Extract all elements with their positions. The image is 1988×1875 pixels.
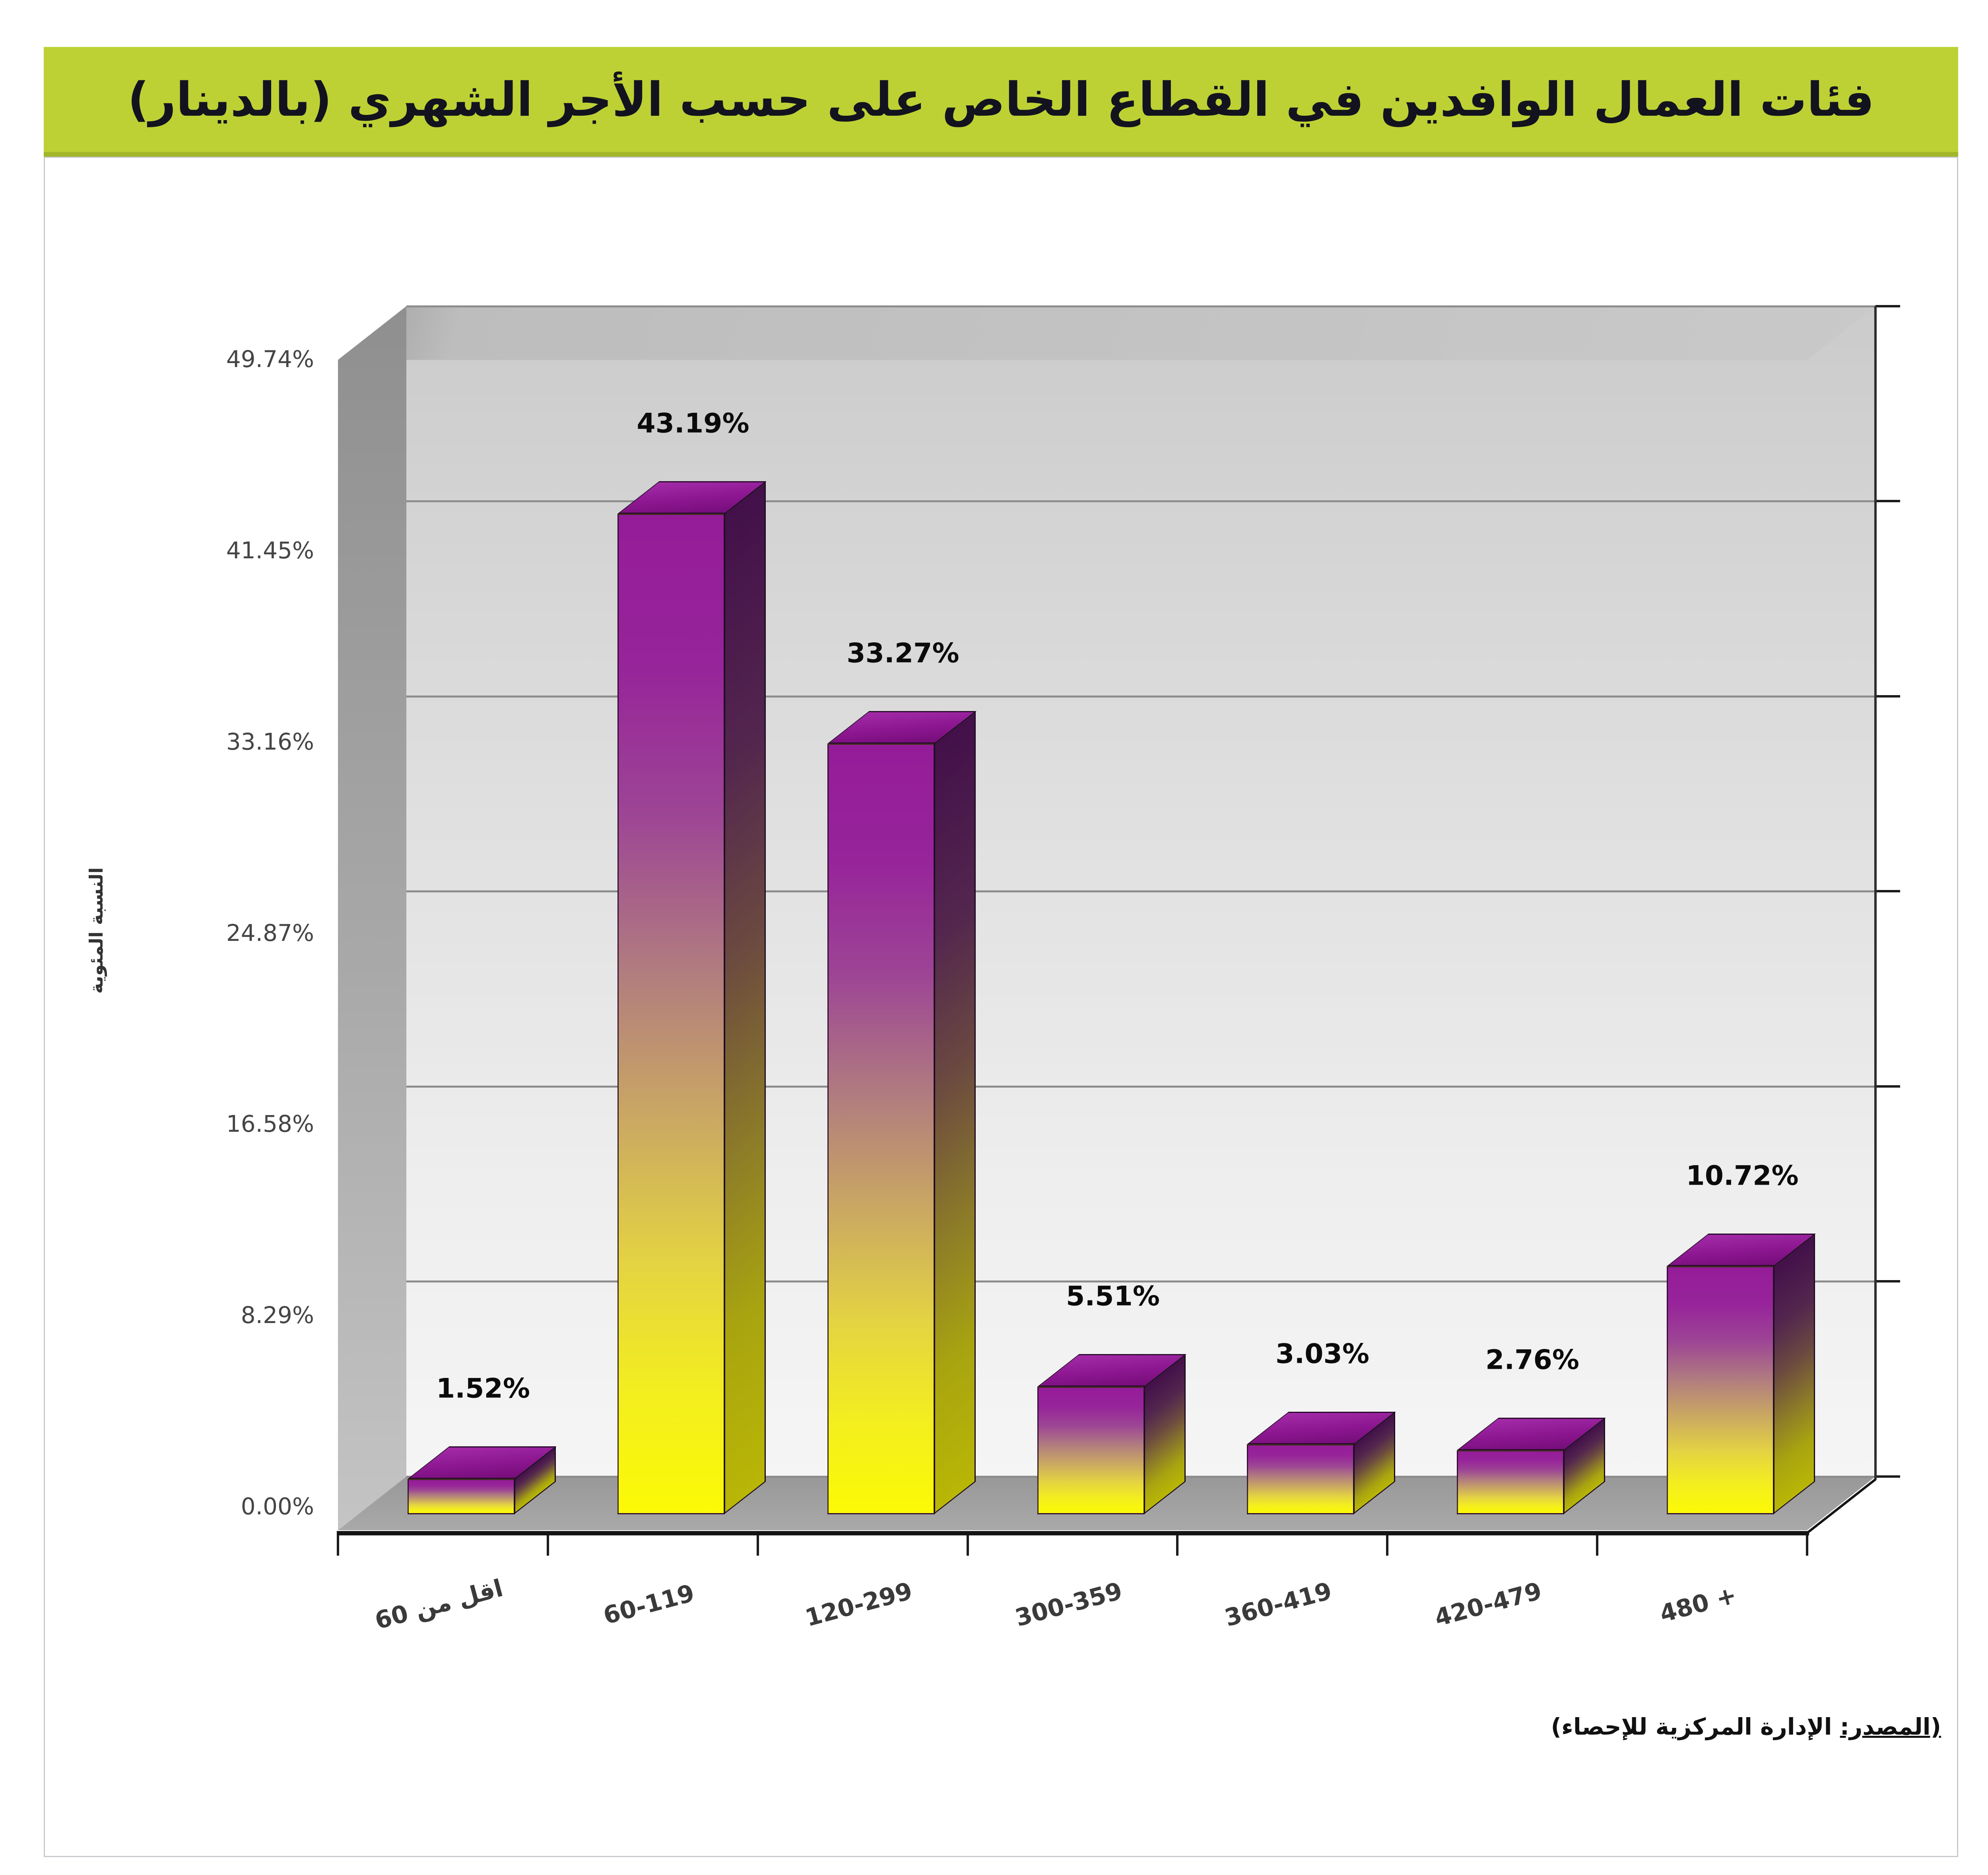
x-axis-tick — [757, 1531, 759, 1556]
bar-value-label: 3.03% — [1276, 1338, 1369, 1370]
gridline — [406, 305, 1875, 307]
y-tick-label: 0.00% — [241, 1493, 314, 1520]
x-tick-label: 420-479 — [1431, 1577, 1545, 1632]
ceiling-face — [338, 306, 1875, 360]
gridline — [406, 1280, 1875, 1282]
source-text: الإدارة المركزية للإحصاء) — [1551, 1713, 1832, 1740]
bar-front-face — [1667, 1266, 1774, 1514]
y-axis-tick — [1875, 305, 1900, 307]
left-wall — [338, 306, 406, 1530]
bar-side-face — [724, 481, 766, 1515]
category-axis-line — [337, 1531, 1809, 1535]
x-axis-tick — [1806, 1531, 1808, 1556]
bar-value-label: 1.52% — [436, 1373, 530, 1405]
x-axis-tick — [337, 1531, 339, 1556]
gridline — [406, 696, 1875, 698]
y-axis-tick — [1875, 500, 1900, 502]
value-axis-line — [1874, 306, 1877, 1480]
source-label: (المصدر: — [1840, 1713, 1941, 1740]
y-tick-label: 8.29% — [241, 1302, 314, 1329]
x-tick-label: 300-359 — [1012, 1577, 1126, 1632]
gridline — [406, 1086, 1875, 1088]
x-tick-label: 360-419 — [1221, 1577, 1335, 1632]
bar-side-face — [1773, 1233, 1815, 1514]
bar-front-face — [1457, 1450, 1564, 1514]
chart-title-bar: فئات العمال الوافدين في القطاع الخاص على… — [44, 47, 1958, 157]
source-note: (المصدر: الإدارة المركزية للإحصاء) — [1551, 1713, 1941, 1740]
y-axis-tick — [1875, 695, 1900, 698]
bar-front-face — [1037, 1387, 1145, 1514]
bar-front-face — [827, 744, 935, 1514]
bar-front-face — [617, 514, 725, 1514]
bar-side-face — [934, 711, 976, 1514]
x-axis-tick — [547, 1531, 549, 1556]
x-axis-tick — [1176, 1531, 1178, 1556]
bar-value-label: 10.72% — [1686, 1160, 1799, 1192]
y-axis-tick — [1875, 890, 1900, 892]
gridline — [406, 890, 1875, 892]
x-tick-label: 480 + — [1657, 1581, 1740, 1628]
y-tick-label: 16.58% — [226, 1110, 314, 1137]
x-tick-label: 120-299 — [802, 1577, 916, 1632]
x-tick-label: اقل من 60 — [372, 1574, 506, 1635]
bar-front-face — [1247, 1444, 1354, 1514]
bar-value-label: 43.19% — [637, 408, 749, 439]
x-tick-label: 60-119 — [600, 1579, 697, 1630]
y-axis-tick — [1875, 1475, 1900, 1478]
y-axis-title: النسبة المئوية — [85, 867, 107, 994]
y-tick-label: 24.87% — [226, 919, 314, 946]
y-axis-tick — [1875, 1085, 1900, 1088]
y-tick-label: 49.74% — [226, 346, 314, 373]
y-axis-tick — [1875, 1280, 1900, 1282]
bar-value-label: 5.51% — [1066, 1280, 1160, 1312]
gridline — [406, 500, 1875, 502]
y-tick-label: 41.45% — [226, 537, 314, 564]
x-axis-tick — [1386, 1531, 1388, 1556]
y-tick-label: 33.16% — [226, 728, 314, 755]
bar-value-label: 33.27% — [846, 637, 959, 669]
bar-front-face — [408, 1479, 515, 1514]
chart-title: فئات العمال الوافدين في القطاع الخاص على… — [127, 72, 1875, 127]
x-axis-tick — [1596, 1531, 1598, 1556]
bar-value-label: 2.76% — [1485, 1344, 1579, 1376]
x-axis-tick — [967, 1531, 969, 1556]
